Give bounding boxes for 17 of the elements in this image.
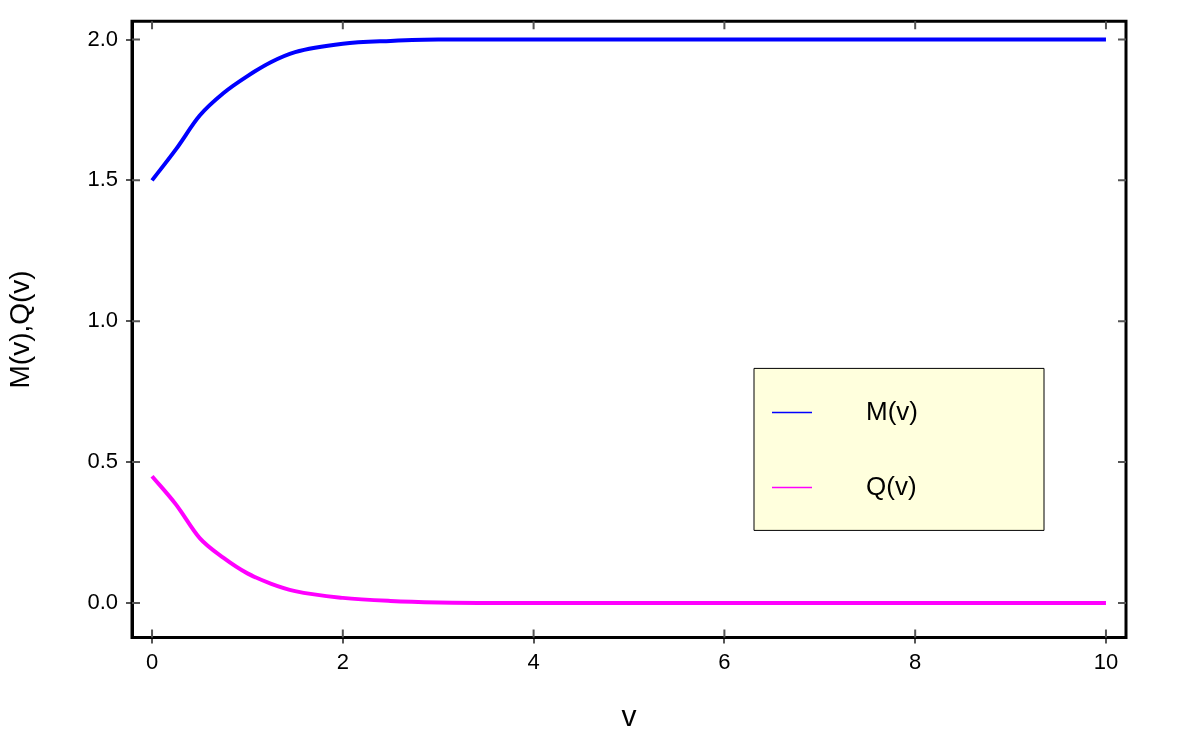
x-tick-label: 2 [336, 648, 349, 674]
x-tick-label: 8 [909, 648, 922, 674]
y-tick-label: 2.0 [87, 25, 118, 51]
x-tick-label: 10 [1093, 648, 1119, 674]
x-axis-title: v [621, 699, 637, 733]
y-axis-title: M(v),Q(v) [3, 270, 35, 389]
legend-label: M(v) [866, 395, 918, 426]
y-tick-label: 1.5 [87, 166, 118, 192]
x-tick-label: 4 [527, 648, 540, 674]
y-tick-label: 0.0 [87, 589, 118, 615]
line-series [150, 474, 1108, 605]
line-series [150, 37, 1108, 183]
y-tick-label: 0.5 [87, 448, 118, 474]
x-tick-label: 0 [145, 648, 159, 674]
y-tick-label: 1.0 [87, 307, 118, 333]
x-tick-label: 6 [718, 648, 731, 674]
legend-label: Q(v) [866, 470, 917, 501]
